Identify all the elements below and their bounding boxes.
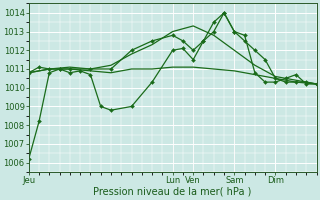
X-axis label: Pression niveau de la mer( hPa ): Pression niveau de la mer( hPa ) <box>93 187 252 197</box>
